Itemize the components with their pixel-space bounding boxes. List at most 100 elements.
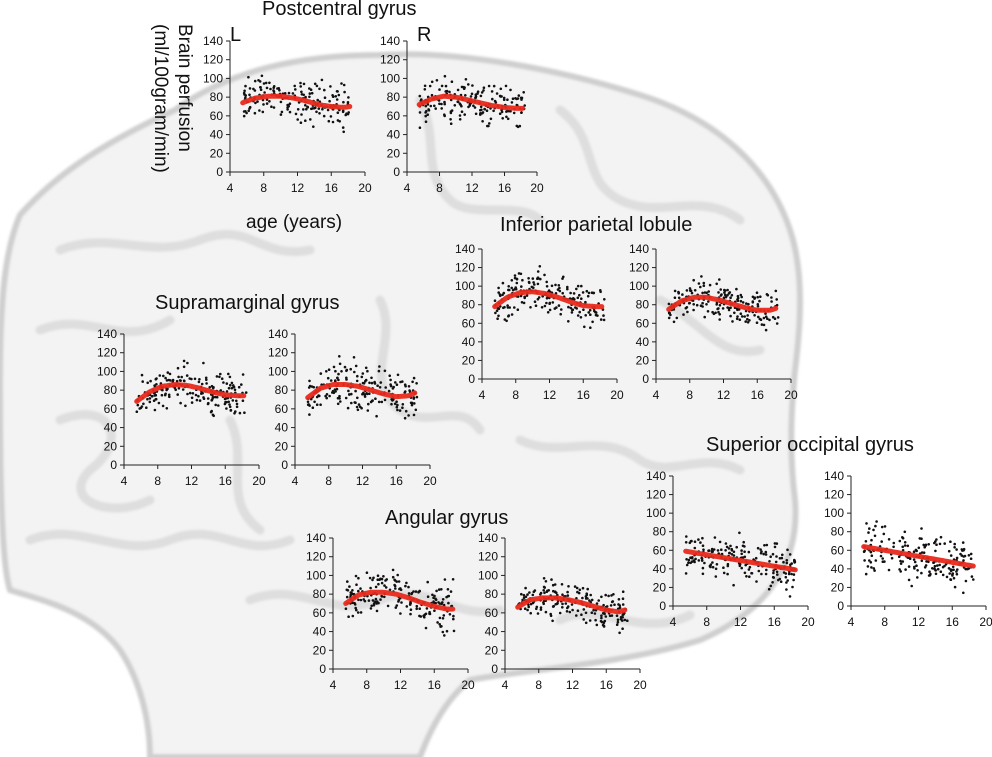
data-point bbox=[580, 613, 583, 616]
data-point bbox=[948, 572, 951, 575]
data-point bbox=[492, 109, 495, 113]
data-point bbox=[928, 570, 931, 573]
data-point bbox=[935, 538, 938, 541]
data-point bbox=[231, 399, 235, 402]
data-point bbox=[688, 287, 692, 290]
data-point bbox=[244, 84, 247, 88]
data-point bbox=[586, 294, 590, 298]
data-point bbox=[716, 307, 719, 311]
data-point bbox=[441, 598, 445, 601]
data-point bbox=[555, 306, 558, 309]
data-point bbox=[178, 379, 182, 382]
data-point bbox=[256, 100, 259, 103]
data-point bbox=[332, 391, 336, 395]
data-point bbox=[916, 569, 919, 572]
data-point bbox=[584, 621, 588, 625]
data-point bbox=[938, 542, 942, 546]
data-point bbox=[161, 404, 165, 408]
data-point bbox=[750, 571, 753, 575]
data-point bbox=[217, 404, 220, 407]
data-point bbox=[243, 89, 246, 93]
data-point bbox=[355, 608, 358, 612]
data-point bbox=[359, 611, 363, 614]
y-tick-label: 140 bbox=[97, 327, 117, 341]
data-point bbox=[755, 321, 759, 325]
x-tick-label: 4 bbox=[479, 388, 486, 402]
data-point bbox=[372, 576, 375, 580]
data-point bbox=[617, 598, 621, 601]
data-point bbox=[327, 119, 331, 123]
data-point bbox=[510, 286, 513, 290]
data-point bbox=[727, 292, 731, 295]
data-point bbox=[572, 292, 576, 295]
data-point bbox=[412, 397, 416, 400]
data-point bbox=[756, 295, 759, 299]
data-point bbox=[315, 395, 319, 399]
data-point bbox=[587, 291, 591, 295]
data-point bbox=[933, 564, 937, 568]
data-point bbox=[438, 616, 442, 620]
data-point bbox=[235, 405, 239, 409]
data-point bbox=[901, 548, 905, 552]
data-point bbox=[177, 375, 180, 379]
data-point bbox=[197, 394, 200, 398]
data-point bbox=[543, 591, 546, 595]
data-point bbox=[790, 572, 793, 576]
y-tick-label: 0 bbox=[837, 599, 844, 613]
data-point bbox=[191, 392, 195, 395]
data-point bbox=[304, 119, 307, 122]
data-point bbox=[759, 318, 763, 322]
y-tick-label: 80 bbox=[275, 383, 289, 397]
data-point bbox=[903, 544, 907, 547]
data-point bbox=[388, 588, 392, 592]
data-point bbox=[687, 558, 691, 562]
data-point bbox=[349, 367, 353, 371]
data-point bbox=[967, 554, 971, 557]
data-point bbox=[787, 572, 791, 576]
chart-panel: 0 20 40 60 80 100 120 140 4 8 12 16 20 bbox=[203, 34, 372, 195]
data-point bbox=[558, 286, 561, 290]
data-point bbox=[337, 378, 340, 382]
data-point bbox=[597, 599, 600, 602]
data-point bbox=[920, 559, 924, 563]
data-point bbox=[262, 103, 265, 106]
data-point bbox=[214, 403, 217, 407]
data-point bbox=[387, 389, 391, 393]
data-point bbox=[424, 114, 428, 118]
data-point bbox=[294, 112, 298, 116]
data-point bbox=[487, 84, 491, 88]
data-point bbox=[544, 580, 548, 583]
data-point bbox=[730, 548, 734, 552]
data-point bbox=[687, 561, 690, 564]
data-point bbox=[726, 564, 730, 568]
data-point bbox=[945, 575, 949, 579]
data-point bbox=[618, 604, 622, 607]
data-point bbox=[773, 545, 777, 549]
data-point bbox=[529, 306, 532, 309]
data-point bbox=[311, 406, 315, 410]
data-point bbox=[705, 303, 708, 306]
data-point bbox=[367, 599, 371, 602]
data-point bbox=[582, 618, 585, 621]
x-tick-label: 4 bbox=[292, 474, 299, 488]
data-point bbox=[558, 611, 562, 615]
data-point bbox=[715, 303, 718, 306]
data-point bbox=[573, 585, 577, 588]
data-point bbox=[401, 403, 405, 406]
data-point bbox=[677, 296, 681, 300]
data-point bbox=[751, 300, 755, 303]
data-point bbox=[495, 309, 499, 313]
data-point bbox=[443, 74, 447, 78]
data-point bbox=[717, 310, 720, 314]
data-point bbox=[684, 541, 688, 544]
data-point bbox=[294, 88, 297, 91]
data-point bbox=[393, 583, 396, 587]
y-tick-label: 100 bbox=[629, 279, 649, 293]
data-point bbox=[920, 527, 923, 530]
data-point bbox=[346, 101, 350, 104]
y-tick-label: 100 bbox=[380, 71, 400, 85]
data-point bbox=[513, 276, 517, 280]
data-point bbox=[868, 559, 871, 562]
data-point bbox=[689, 289, 692, 292]
data-point bbox=[474, 96, 478, 99]
